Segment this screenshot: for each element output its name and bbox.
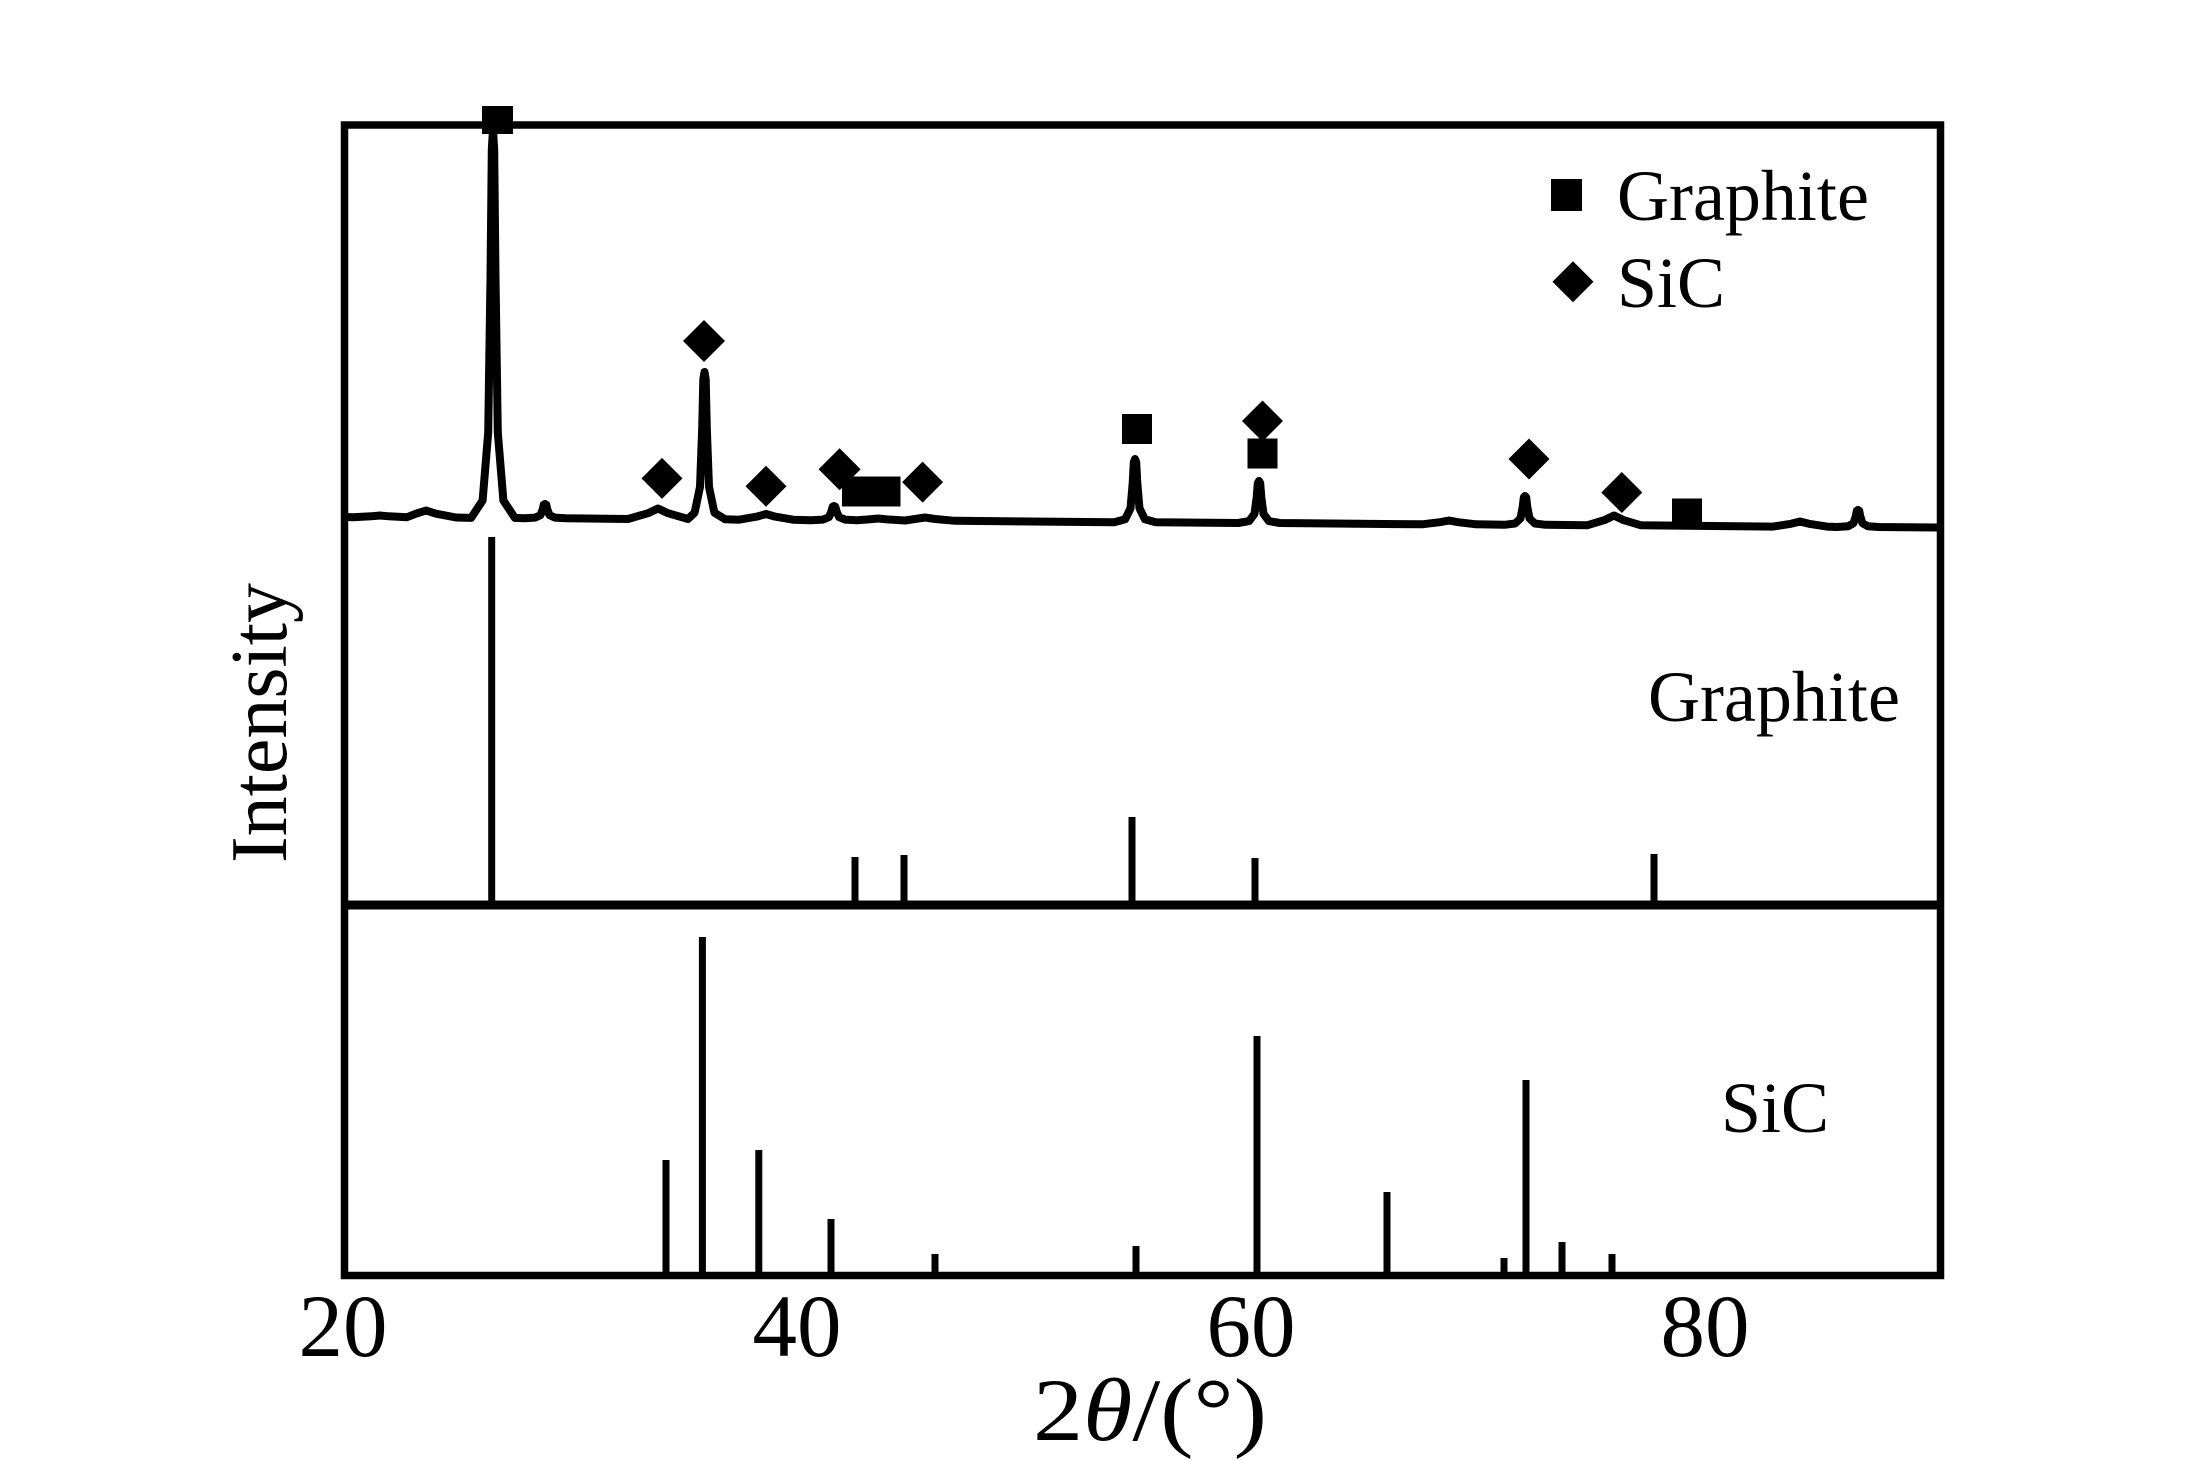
svg-text:40: 40: [753, 1278, 842, 1376]
svg-text:20: 20: [299, 1278, 388, 1376]
svg-text:80: 80: [1661, 1278, 1750, 1376]
svg-text:SiC: SiC: [1721, 1068, 1829, 1148]
svg-text:60: 60: [1207, 1278, 1296, 1376]
svg-text:Intensity: Intensity: [216, 583, 304, 863]
svg-text:SiC: SiC: [1617, 243, 1725, 323]
svg-text:Graphite: Graphite: [1648, 657, 1900, 737]
svg-text:Graphite: Graphite: [1617, 156, 1869, 236]
svg-text:2θ/(°): 2θ/(°): [1033, 1362, 1267, 1460]
